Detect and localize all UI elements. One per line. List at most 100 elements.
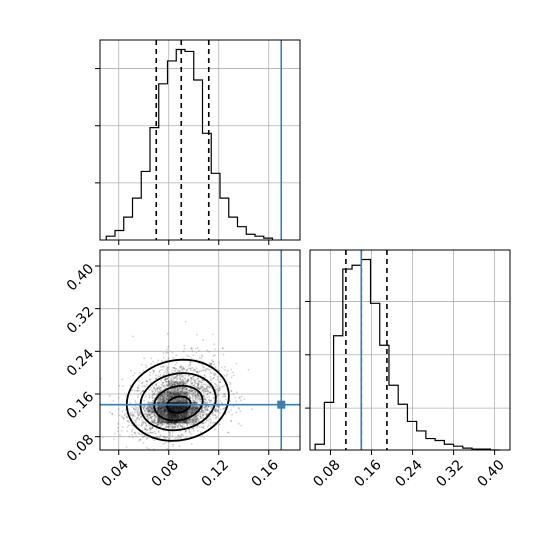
scatter-point <box>162 420 165 423</box>
scatter-point <box>212 377 214 380</box>
scatter-point <box>156 423 159 426</box>
scatter-point <box>152 360 154 363</box>
scatter-point <box>165 351 168 354</box>
scatter-point <box>188 395 191 398</box>
scatter-point <box>136 417 138 419</box>
scatter-point <box>157 386 160 389</box>
scatter-point <box>188 391 191 394</box>
scatter-point <box>166 394 169 397</box>
scatter-point <box>159 435 162 438</box>
scatter-point <box>145 428 148 431</box>
scatter-point <box>166 414 168 416</box>
scatter-point <box>176 381 179 384</box>
scatter-point <box>180 367 183 370</box>
scatter-point <box>169 433 172 436</box>
scatter-point <box>214 409 217 412</box>
scatter-point <box>145 383 148 386</box>
scatter-point <box>176 374 178 377</box>
scatter-point <box>150 411 153 414</box>
scatter-point <box>151 402 154 405</box>
scatter-point <box>152 384 154 387</box>
scatter-point <box>137 408 140 411</box>
scatter-point <box>191 408 194 411</box>
scatter-point <box>167 380 170 382</box>
scatter-point <box>230 390 233 392</box>
scatter-point <box>188 395 191 397</box>
contour-level-2 <box>153 384 204 422</box>
scatter-point <box>178 376 181 379</box>
scatter-point <box>195 415 198 418</box>
scatter-point <box>122 417 125 420</box>
scatter-point <box>199 431 202 434</box>
scatter-point <box>211 412 214 415</box>
scatter-point <box>150 420 153 423</box>
scatter-point <box>219 386 222 389</box>
scatter-point <box>170 426 173 429</box>
scatter-point <box>190 347 192 350</box>
scatter-point <box>153 412 156 415</box>
scatter-point <box>152 410 155 413</box>
scatter-point <box>181 400 184 403</box>
scatter-point <box>148 448 150 450</box>
scatter-point <box>164 392 166 394</box>
scatter-point <box>153 439 156 442</box>
scatter-point <box>186 424 189 427</box>
scatter-point <box>199 388 201 391</box>
scatter-point <box>194 370 196 372</box>
scatter-point <box>209 391 212 394</box>
scatter-point <box>216 376 219 378</box>
scatter-point <box>178 400 180 402</box>
scatter-point <box>181 400 184 403</box>
scatter-point <box>174 377 176 380</box>
scatter-point <box>191 389 193 392</box>
scatter-point <box>176 389 179 392</box>
scatter-point <box>148 396 151 399</box>
scatter-point <box>221 385 224 388</box>
scatter-point <box>193 406 196 409</box>
scatter-point <box>158 400 161 403</box>
scatter-point <box>165 422 168 425</box>
scatter-point <box>218 423 221 426</box>
scatter-point <box>224 395 227 397</box>
scatter-point <box>159 398 162 401</box>
scatter-point <box>179 391 182 394</box>
scatter-point <box>149 378 152 381</box>
scatter-point <box>151 426 154 429</box>
scatter-point <box>198 381 201 383</box>
truth-marker <box>277 400 286 409</box>
scatter-point <box>174 423 177 425</box>
scatter-point <box>159 396 162 399</box>
scatter-point <box>197 373 200 375</box>
scatter-point <box>180 379 182 381</box>
scatter-point <box>165 397 168 400</box>
scatter-point <box>151 407 153 410</box>
scatter-point <box>213 397 216 400</box>
scatter-point <box>161 400 164 403</box>
scatter-point <box>177 393 180 396</box>
scatter-point <box>174 387 176 390</box>
scatter-point <box>215 383 217 386</box>
scatter-point <box>190 407 193 409</box>
scatter-point <box>188 408 191 411</box>
scatter-point <box>210 372 213 374</box>
scatter-point <box>125 395 127 398</box>
scatter-point <box>192 376 194 378</box>
scatter-point <box>140 415 143 418</box>
scatter-point <box>169 392 172 395</box>
scatter-point <box>142 406 145 409</box>
scatter-point <box>139 413 142 415</box>
scatter-point <box>111 412 114 415</box>
scatter-point <box>134 408 137 411</box>
scatter-point <box>180 366 183 369</box>
scatter-point <box>182 376 185 379</box>
scatter-point <box>160 421 162 424</box>
scatter-point <box>172 427 174 429</box>
scatter-point <box>196 370 199 373</box>
scatter-point <box>181 375 184 377</box>
scatter-point <box>184 382 187 384</box>
y-tick-label: 0.24 <box>64 346 97 379</box>
scatter-point <box>213 363 216 366</box>
scatter-point <box>144 410 146 413</box>
scatter-point <box>180 433 183 436</box>
